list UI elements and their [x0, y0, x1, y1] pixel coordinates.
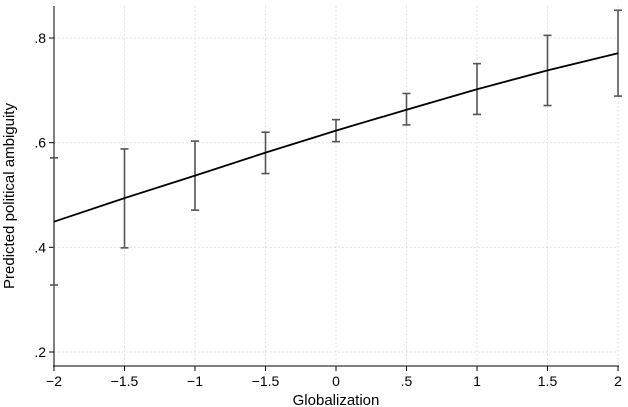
x-tick-label: .5	[401, 373, 413, 389]
x-tick-label: 1.5	[538, 373, 558, 389]
y-tick-label: .6	[34, 135, 46, 151]
x-tick-label: 2	[614, 373, 622, 389]
y-tick-label: .4	[34, 239, 46, 255]
x-tick-label: 0	[332, 373, 340, 389]
x-tick-label: −1.5	[111, 373, 139, 389]
x-axis-ticks: −2 −1.5 −1 −1.5 0 .5 1 1.5 2	[46, 366, 622, 389]
y-axis-label: Predicted political ambiguity	[1, 103, 18, 289]
x-tick-label: −1	[187, 373, 203, 389]
x-tick-label: −2	[46, 373, 62, 389]
y-tick-label: .2	[34, 344, 46, 360]
series-line	[53, 52, 619, 223]
y-tick-label: .8	[34, 30, 46, 46]
x-tick-label: −1.5	[252, 373, 280, 389]
x-tick-label: 1	[473, 373, 481, 389]
grid	[53, 6, 619, 366]
y-axis-ticks: .2 .4 .6 .8	[34, 30, 54, 360]
x-axis-label: Globalization	[293, 392, 380, 407]
error-bar	[614, 9, 622, 97]
